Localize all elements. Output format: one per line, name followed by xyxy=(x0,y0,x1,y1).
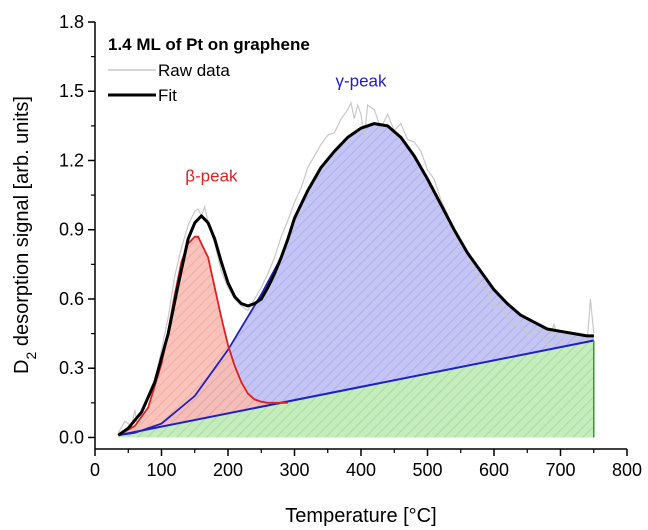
legend-entry-fit: Fit xyxy=(158,86,177,105)
x-axis-title: Temperature [°C] xyxy=(285,505,436,527)
beta-peak-label: β-peak xyxy=(185,166,238,185)
legend-entry-raw-data: Raw data xyxy=(158,61,230,80)
gamma-peak-fill xyxy=(118,123,594,436)
y-axis-title: D2 desorption signal [arb. units] xyxy=(11,96,39,374)
y-tick-label: 1.8 xyxy=(59,12,84,32)
y-tick-label: 0.0 xyxy=(59,427,84,447)
x-tick-label: 100 xyxy=(146,460,176,480)
legend-title: 1.4 ML of Pt on graphene xyxy=(108,35,310,54)
x-tick-label: 0 xyxy=(90,460,100,480)
raw-data-line xyxy=(117,100,595,434)
y-tick-label: 0.6 xyxy=(59,289,84,309)
baseline-line xyxy=(118,339,594,437)
y-tick-label: 1.2 xyxy=(59,150,84,170)
x-tick-label: 300 xyxy=(279,460,309,480)
y-tick-label: 0.3 xyxy=(59,358,84,378)
beta-peak-fill xyxy=(118,236,288,436)
y-tick-label: 0.9 xyxy=(59,220,84,240)
gamma-peak-label: γ-peak xyxy=(335,72,387,91)
y-tick-label: 1.5 xyxy=(59,81,84,101)
x-tick-label: 500 xyxy=(412,460,442,480)
x-tick-label: 200 xyxy=(213,460,243,480)
x-tick-label: 700 xyxy=(545,460,575,480)
fit-line xyxy=(117,122,594,437)
x-tick-label: 400 xyxy=(346,460,376,480)
legend: 1.4 ML of Pt on graphene Raw data Fit xyxy=(108,35,310,105)
x-tick-label: 800 xyxy=(612,460,642,480)
x-tick-label: 600 xyxy=(479,460,509,480)
